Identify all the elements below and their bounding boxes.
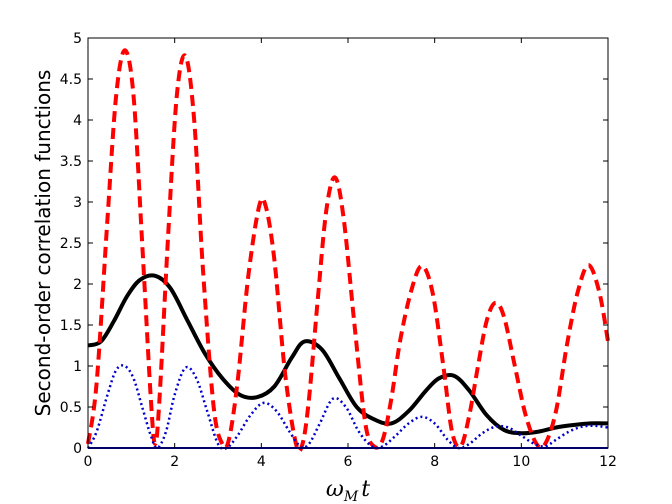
y-tick-label-3: 1.5	[60, 318, 82, 334]
x-tick-label-5: 10	[512, 454, 530, 470]
x-axis-label-subscript: M	[343, 489, 359, 504]
y-tick-label-1: 0.5	[60, 400, 82, 416]
series-line-2	[86, 364, 609, 451]
x-tick-label-1: 2	[170, 454, 179, 470]
y-tick-label-7: 3.5	[60, 154, 82, 170]
x-tick-label-4: 8	[430, 454, 439, 470]
series-line-1	[86, 48, 610, 454]
y-tick-label-4: 2	[73, 277, 82, 293]
x-tick-label-6: 12	[599, 454, 617, 470]
y-tick-label-6: 3	[73, 195, 82, 211]
x-axis-label-t: t	[361, 477, 370, 502]
y-axis-label: Second-order correlation functions	[31, 70, 55, 417]
y-tick-label-5: 2.5	[60, 236, 82, 252]
x-tick-label-0: 0	[84, 454, 93, 470]
y-tick-label-10: 5	[73, 31, 82, 47]
x-tick-label-2: 4	[257, 454, 266, 470]
x-axis-label-omega: ω	[326, 477, 344, 502]
y-tick-label-8: 4	[73, 113, 82, 129]
y-tick-label-2: 1	[73, 359, 82, 375]
y-tick-label-9: 4.5	[60, 72, 82, 88]
ticks-layer: 0 2 4 6 8 10 12 0 0.5 1 1.5 2 2.5 3 3.5 4 4.5 5	[60, 31, 617, 470]
y-tick-label-0: 0	[73, 441, 82, 457]
x-tick-label-3: 6	[344, 454, 353, 470]
x-axis-label: ωM t	[326, 477, 370, 504]
